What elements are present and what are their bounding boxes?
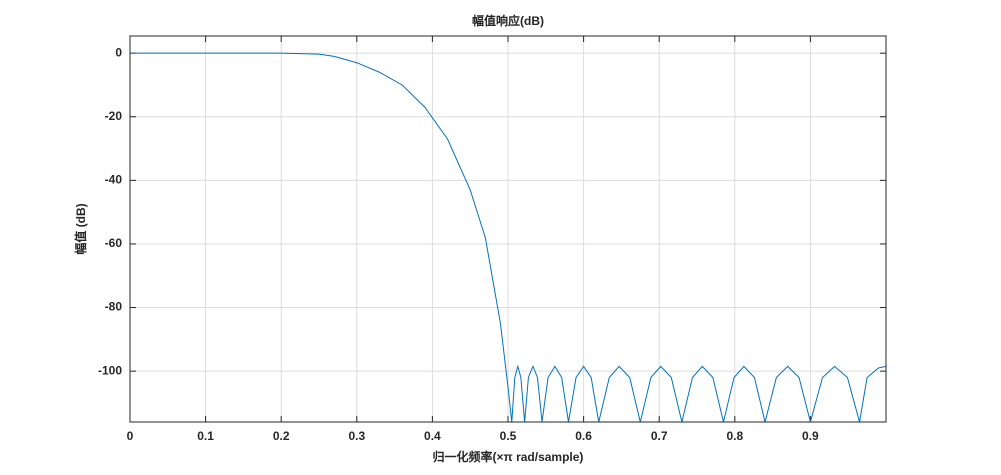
x-tick-label: 0.9 — [802, 429, 819, 443]
x-tick-label: 0.1 — [197, 429, 214, 443]
x-tick-label: 0.2 — [273, 429, 290, 443]
x-tick-label: 0.7 — [651, 429, 668, 443]
y-tick-label: -80 — [105, 300, 123, 314]
x-axis-label: 归一化频率(×π rad/sample) — [433, 449, 584, 464]
chart-title: 幅值响应(dB) — [472, 13, 544, 28]
plot-frame — [129, 35, 887, 423]
y-tick-label: -40 — [105, 173, 123, 187]
x-tick-label: 0.8 — [726, 429, 743, 443]
y-tick-label: -20 — [105, 109, 123, 123]
x-tick-label: 0.6 — [575, 429, 592, 443]
y-axis-label: 幅值 (dB) — [73, 203, 88, 254]
data-line — [130, 52, 886, 422]
y-tick-label: 0 — [115, 45, 122, 59]
x-tick-label: 0.4 — [424, 429, 441, 443]
y-tick-label: -100 — [98, 363, 122, 377]
x-tick-label: 0.5 — [500, 429, 517, 443]
y-tick-label: -60 — [105, 236, 123, 250]
x-tick-label: 0 — [127, 429, 134, 443]
x-tick-label: 0.3 — [348, 429, 365, 443]
